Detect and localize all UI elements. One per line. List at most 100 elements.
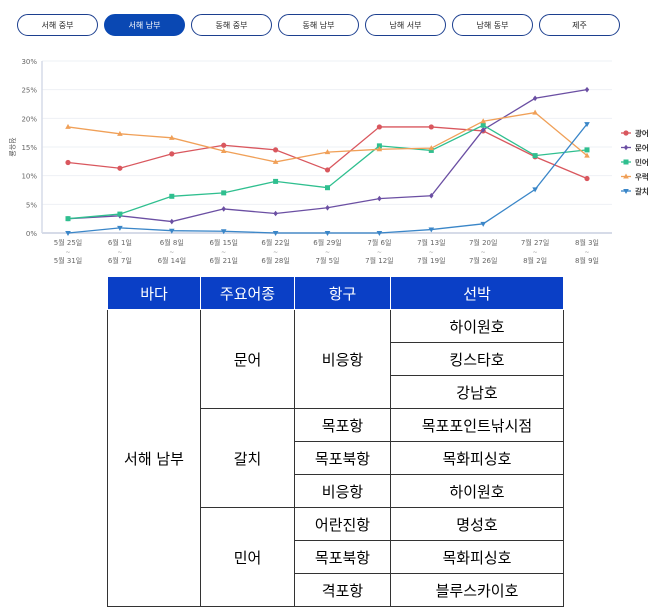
- x-tick-sep: ~: [221, 249, 226, 256]
- x-tick-label: 6월 22일: [261, 238, 289, 247]
- legend-marker: [623, 173, 629, 179]
- x-tick-label: 6월 28일: [261, 256, 289, 265]
- ship-cell: 강남호: [390, 375, 564, 409]
- series-문어: [67, 89, 588, 223]
- legend-label[interactable]: 갈치: [635, 186, 649, 196]
- data-point: [272, 231, 279, 236]
- data-point: [117, 130, 123, 136]
- region-tab[interactable]: 동해 중부: [191, 14, 272, 36]
- region-tab[interactable]: 서해 남부: [104, 14, 185, 36]
- region-tab[interactable]: 제주: [539, 14, 620, 36]
- y-axis-label: 점유율: [8, 137, 16, 157]
- ship-cell: 목화피싱호: [390, 540, 564, 574]
- data-point: [584, 147, 590, 153]
- data-point: [584, 152, 590, 158]
- header-port: 항구: [294, 276, 391, 310]
- ship-cell: 하이원호: [390, 474, 564, 508]
- data-point: [220, 229, 227, 235]
- legend-label[interactable]: 문어: [635, 143, 649, 153]
- data-point: [65, 231, 71, 236]
- x-tick-sep: ~: [584, 249, 589, 256]
- y-tick-label: 30%: [21, 58, 37, 66]
- data-point: [532, 109, 538, 115]
- header-species: 주요어종: [200, 276, 295, 310]
- y-tick-label: 25%: [21, 87, 37, 95]
- series-line: [67, 89, 588, 223]
- x-tick-label: 7월 27일: [521, 238, 549, 247]
- data-point: [273, 178, 279, 184]
- data-point: [480, 118, 486, 124]
- port-cell: 목포북항: [294, 441, 391, 475]
- legend-marker: [623, 130, 629, 136]
- series-line: [67, 111, 588, 163]
- port-cell: 어란진항: [294, 507, 391, 541]
- region-tab[interactable]: 서해 중부: [17, 14, 98, 36]
- data-point: [532, 95, 538, 102]
- x-tick-sep: ~: [429, 249, 434, 256]
- data-point: [428, 124, 434, 130]
- data-point: [221, 190, 227, 196]
- data-point: [376, 143, 382, 149]
- x-tick-sep: ~: [325, 249, 330, 256]
- species-cell: 갈치: [200, 408, 295, 508]
- port-cell: 목포항: [294, 408, 391, 442]
- data-point: [65, 216, 71, 222]
- legend-marker: [623, 159, 629, 165]
- x-tick-label: 7월 12일: [365, 256, 393, 265]
- data-point: [117, 211, 123, 217]
- region-tab[interactable]: 남해 동부: [452, 14, 533, 36]
- x-tick-label: 7월 6일: [367, 238, 391, 247]
- data-point: [65, 123, 71, 129]
- region-tab[interactable]: 동해 남부: [278, 14, 359, 36]
- x-tick-sep: ~: [65, 249, 70, 256]
- y-tick-label: 15%: [21, 144, 37, 152]
- data-point: [273, 147, 279, 153]
- data-point: [376, 231, 383, 236]
- data-point: [117, 165, 123, 171]
- x-tick-label: 6월 15일: [209, 238, 237, 247]
- data-point: [169, 193, 175, 199]
- data-point: [532, 153, 538, 159]
- data-point: [117, 225, 123, 231]
- species-cell: 민어: [200, 507, 295, 607]
- ship-cell: 명성호: [390, 507, 564, 541]
- data-point: [169, 218, 174, 225]
- data-point: [428, 145, 435, 151]
- data-point: [584, 175, 590, 182]
- x-tick-label: 7월 20일: [469, 238, 497, 247]
- data-point: [480, 122, 486, 128]
- x-tick-label: 5월 31일: [54, 256, 82, 265]
- species-cell: 문어: [200, 309, 295, 409]
- legend-label[interactable]: 광어: [635, 128, 649, 138]
- data-point: [376, 124, 382, 130]
- header-ship: 선박: [390, 276, 564, 310]
- x-tick-label: 6월 14일: [158, 256, 186, 265]
- legend-marker: [623, 189, 629, 194]
- data-point: [220, 148, 227, 154]
- data-point: [324, 167, 331, 173]
- x-tick-label: 6월 29일: [313, 238, 341, 247]
- x-tick-label: 8월 3일: [575, 238, 599, 247]
- fishing-table: 바다 주요어종 항구 선박 서해 남부 문어 비응항 하이원호 킹스타호 강남호…: [107, 276, 564, 607]
- x-tick-label: 6월 8일: [160, 238, 184, 247]
- x-tick-sep: ~: [117, 249, 122, 256]
- region-tab[interactable]: 남해 서부: [365, 14, 446, 36]
- data-point: [273, 210, 278, 217]
- legend-label[interactable]: 민어: [635, 157, 649, 167]
- x-tick-label: 8월 9일: [575, 256, 599, 265]
- sea-cell: 서해 남부: [107, 309, 201, 607]
- y-tick-label: 5%: [26, 201, 37, 209]
- x-tick-label: 6월 21일: [209, 256, 237, 265]
- data-point: [428, 147, 434, 153]
- header-sea: 바다: [107, 276, 201, 310]
- data-point: [65, 159, 71, 166]
- y-tick-label: 20%: [21, 115, 37, 123]
- x-tick-label: 7월 26일: [469, 256, 497, 265]
- port-cell: 비응항: [294, 474, 391, 508]
- x-tick-label: 6월 1일: [108, 238, 132, 247]
- legend-label[interactable]: 우럭: [635, 172, 649, 182]
- data-point: [324, 231, 331, 236]
- x-tick-label: 8월 2일: [523, 256, 547, 265]
- y-tick-label: 10%: [21, 173, 37, 181]
- data-point: [169, 134, 175, 140]
